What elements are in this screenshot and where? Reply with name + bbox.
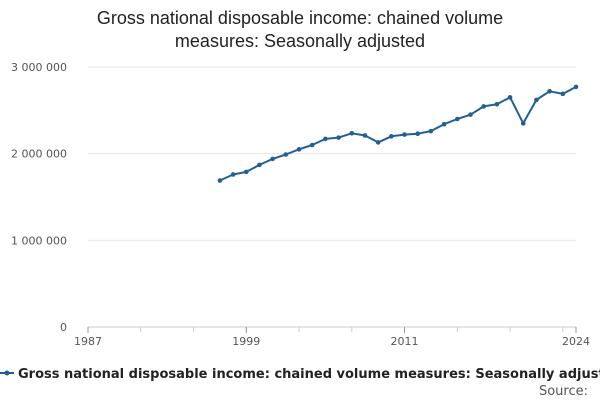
- data-point[interactable]: [375, 140, 381, 145]
- data-point[interactable]: [468, 112, 473, 117]
- data-point[interactable]: [507, 95, 513, 100]
- legend-label: Gross national disposable income: chaine…: [18, 367, 600, 382]
- data-point[interactable]: [494, 101, 500, 107]
- x-tick-label: 1999: [232, 335, 260, 348]
- gridlines: [88, 66, 576, 241]
- y-axis: 0 1 000 000 2 000 000 3 000 000: [11, 61, 67, 334]
- series-line: [219, 86, 577, 182]
- y-tick-label: 3 000 000: [11, 61, 67, 74]
- data-point[interactable]: [560, 91, 566, 97]
- x-axis: 1987 1999 2011 2024: [74, 326, 590, 348]
- data-point[interactable]: [573, 84, 579, 90]
- data-point[interactable]: [349, 131, 355, 136]
- data-series: [217, 84, 579, 183]
- data-point[interactable]: [309, 142, 315, 148]
- data-point[interactable]: [547, 88, 552, 94]
- data-point[interactable]: [362, 133, 368, 138]
- legend-marker-icon: [4, 370, 10, 376]
- data-point[interactable]: [217, 178, 223, 183]
- legend[interactable]: Gross national disposable income: chaine…: [0, 367, 600, 382]
- y-tick-label: 0: [60, 321, 67, 334]
- chart-title-line-1: Gross national disposable income: chaine…: [97, 8, 503, 28]
- data-point[interactable]: [243, 169, 249, 175]
- data-point[interactable]: [481, 104, 486, 109]
- chart-title: Gross national disposable income: chaine…: [97, 8, 503, 51]
- source-label: Source:: [539, 384, 588, 399]
- data-point[interactable]: [296, 147, 302, 152]
- data-point[interactable]: [534, 97, 539, 103]
- data-point[interactable]: [428, 128, 434, 134]
- data-point[interactable]: [336, 135, 341, 140]
- data-point[interactable]: [283, 152, 289, 157]
- chart-title-line-2: measures: Seasonally adjusted: [175, 31, 425, 51]
- x-tick-label: 2024: [562, 335, 590, 348]
- data-point[interactable]: [520, 121, 526, 126]
- data-point[interactable]: [402, 132, 407, 137]
- data-point[interactable]: [270, 156, 275, 162]
- x-tick-label: 1987: [74, 335, 102, 348]
- y-tick-label: 2 000 000: [11, 148, 67, 161]
- data-point[interactable]: [441, 121, 447, 127]
- data-point[interactable]: [389, 134, 394, 139]
- data-point[interactable]: [323, 136, 328, 142]
- data-point[interactable]: [415, 131, 421, 137]
- y-tick-label: 1 000 000: [11, 234, 67, 247]
- data-point[interactable]: [257, 162, 262, 168]
- x-tick-label: 2011: [391, 335, 419, 348]
- data-point[interactable]: [454, 116, 460, 122]
- data-point[interactable]: [230, 172, 236, 177]
